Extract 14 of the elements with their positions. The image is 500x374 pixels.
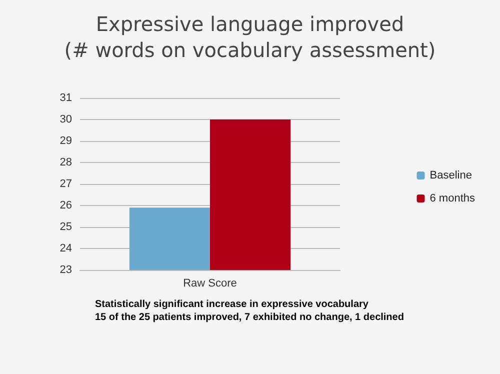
y-tick-label: 27	[60, 178, 72, 190]
x-tick-label: Raw Score	[183, 278, 237, 290]
y-tick-label: 25	[60, 221, 72, 233]
y-tick-label: 26	[60, 200, 72, 212]
y-tick-label: 24	[60, 242, 72, 254]
text: Statistically significant increase in expressive vocabulary 15 of the 25 patients improved, 7 exhibited no change, 1 declined	[95, 299, 404, 323]
y-tick-label: 29	[60, 135, 72, 147]
y-tick-label: 31	[60, 92, 72, 104]
y-tick-label: 23	[60, 264, 72, 276]
chart-title: Expressive language improved (# words on vocabulary assessment)	[64, 12, 436, 62]
y-tick-label: 30	[60, 114, 72, 126]
legend-label: 6 months	[430, 192, 476, 204]
legend-label: Baseline	[430, 170, 472, 182]
y-tick-label: 28	[60, 156, 72, 168]
